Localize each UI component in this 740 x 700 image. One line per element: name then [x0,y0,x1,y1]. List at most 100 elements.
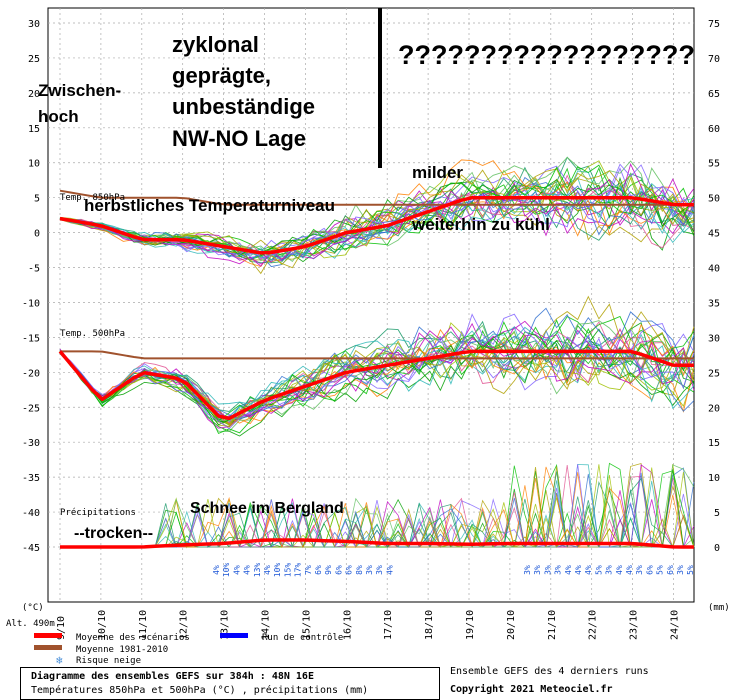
x-tick-label: 16/10 [342,610,353,640]
snow-risk-label: 4% [625,565,634,575]
right-unit-label: (mm) [708,603,730,613]
climate-mean-500-line [60,350,694,360]
snow-risk-label: 10% [222,563,231,578]
snow-risk-label: 6% [645,565,654,575]
climate-mean-850-line [59,189,694,206]
right-tick-label: 25 [708,368,720,379]
right-tick-label: 55 [708,159,720,170]
plot-frame [47,7,695,603]
snow-risk-label: 4% [385,565,394,575]
t500-member-line [59,307,695,420]
left-tick-label: 5 [34,194,40,205]
legend-label-snow: Risque neige [76,656,141,666]
ensemble-mean-850-line [59,195,694,255]
legend-label-control: Run de contrôle [262,632,343,643]
snow-risk-label: 5% [594,565,603,575]
legend-label-climate: Moyenne 1981-2010 [76,645,168,655]
x-tick-label: 9/10 [56,616,67,640]
left-tick-label: 30 [28,19,40,30]
chart-subtitle: Températures 850hPa et 500hPa (°C) , pré… [31,685,369,696]
snow-risk-label: 7% [304,565,313,575]
left-tick-label: -35 [22,473,40,484]
right-tick-label: 70 [708,54,720,65]
snow-risk-label: 3% [554,565,563,575]
right-tick-label: 35 [708,298,720,309]
x-tick-label: 22/10 [588,610,599,640]
ensemble-note: Ensemble GEFS des 4 derniers runs [450,666,649,677]
legend: Moyenne des scénarios Moyenne 1981-2010 … [34,632,343,667]
snow-risk-label: 3% [533,565,542,575]
left-tick-label: 15 [28,124,40,135]
left-tick-label: -25 [22,403,40,414]
left-tick-label: 25 [28,54,40,65]
legend-label-mean: Moyenne des scénarios [76,632,190,643]
right-tick-label: 60 [708,124,720,135]
annotation-zwischenhoch: Zwischen-hoch [38,81,121,126]
snow-risk-label: 5% [656,565,665,575]
x-tick-label: 11/10 [138,610,149,640]
x-tick-label: 12/10 [179,610,190,640]
snow-risk-label: 10% [273,563,282,578]
x-tick-label: 24/10 [670,610,681,640]
legend-swatch-mean [34,633,62,638]
snow-risk-label: 3% [635,565,644,575]
snow-risk-label: 5% [686,565,695,575]
right-tick-label: 20 [708,403,720,414]
snow-risk-label: 4% [212,565,221,575]
right-tick-label: 5 [714,508,720,519]
left-tick-label: 20 [28,89,40,100]
left-tick-label: -15 [22,333,40,344]
snowflake-icon: ❄ [56,654,63,667]
snow-risk-label: 4% [243,565,252,575]
right-tick-label: 45 [708,229,720,240]
x-tick-label: 21/10 [547,610,558,640]
snow-risk-label: 6% [334,565,343,575]
right-tick-label: 40 [708,264,720,275]
divider-bar [378,8,382,168]
t850-member-line [59,189,695,264]
left-tick-label: -5 [28,264,40,275]
mean-lines [58,189,694,549]
x-tick-label: 15/10 [301,610,312,640]
t500-member-line [59,313,695,430]
t500-panel-label: Temp. 500hPa [60,329,125,339]
left-tick-label: 10 [28,159,40,170]
altitude-label: Alt. 490m [6,619,55,629]
snow-risk-label: 4% [574,565,583,575]
annotation-schnee: Schnee im Bergland [190,500,344,517]
snow-risk-label: 3% [365,565,374,575]
x-tick-label: 20/10 [506,610,517,640]
snow-risk-label: 4% [584,565,593,575]
annotation-weiterhin: weiterhin zu kühl [411,215,550,234]
snow-risk-label: 4% [615,565,624,575]
footer-title-box: Diagramme des ensembles GEFS sur 384h : … [20,667,440,700]
right-tick-label: 50 [708,194,720,205]
t850-member-line [59,185,694,260]
snow-risk-label: 9% [324,565,333,575]
left-tick-label: 0 [34,229,40,240]
right-tick-label: 0 [714,543,720,554]
right-tick-label: 65 [708,89,720,100]
snow-risk-label: 4% [263,565,272,575]
x-tick-label: 23/10 [629,610,640,640]
snow-risk-label: 3% [605,565,614,575]
precip-panel-label: Précipitations [60,507,136,518]
annotation-trocken: --trocken-- [74,525,153,542]
right-tick-label: 10 [708,473,720,484]
t500-member-line [59,326,695,428]
x-tick-label: 18/10 [424,610,435,640]
t850-member-line [59,156,695,256]
annotation-milder: milder [412,163,463,182]
snow-risk-label: 4% [232,565,241,575]
grid [48,8,694,602]
left-tick-label: -20 [22,368,40,379]
snow-risk-label: 6% [314,565,323,575]
ensemble-mean-500-line [58,349,694,421]
t500-member-line [59,327,695,422]
chart-title: Diagramme des ensembles GEFS sur 384h : … [31,671,314,682]
snow-risk-label: 13% [253,563,262,578]
legend-swatch-control [220,633,248,638]
snow-risk-label: 8% [355,565,364,575]
